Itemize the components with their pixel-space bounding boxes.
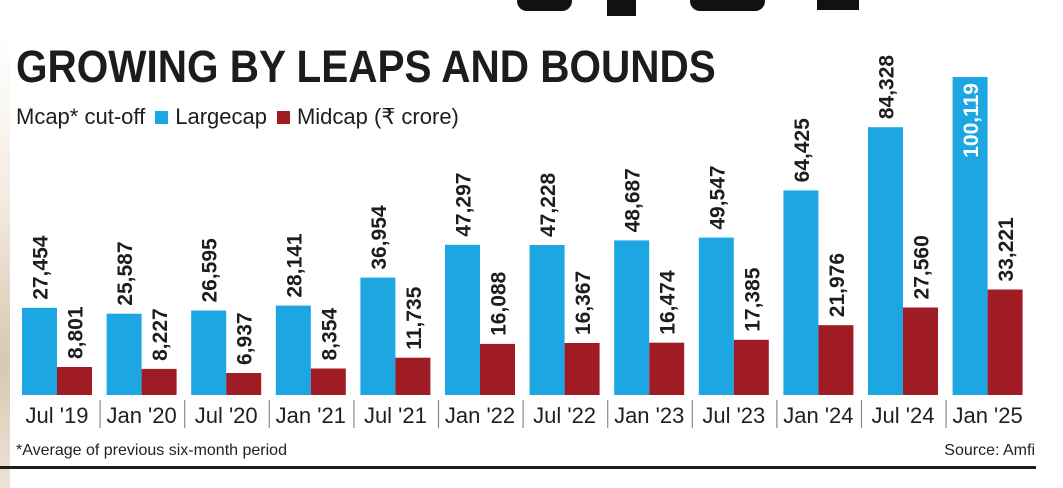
midcap-value-label: 11,735 xyxy=(403,286,426,349)
x-tick-label: Jul '20 xyxy=(195,403,258,428)
largecap-value-label: 64,425 xyxy=(791,118,814,183)
midcap-bar xyxy=(141,368,177,395)
largecap-value-label: 36,954 xyxy=(368,205,391,270)
x-tick-label: Jul '21 xyxy=(364,403,427,428)
x-tick-label: Jan '21 xyxy=(276,403,346,428)
midcap-bar xyxy=(649,342,685,395)
midcap-value-label: 17,385 xyxy=(741,267,764,332)
midcap-value-label: 16,367 xyxy=(572,271,595,335)
cropped-headline-glyph xyxy=(607,0,636,16)
midcap-value-label: 16,474 xyxy=(657,270,680,335)
legend-swatch-largecap xyxy=(155,110,169,124)
midcap-bar xyxy=(987,289,1023,395)
largecap-value-label: 27,454 xyxy=(30,235,53,300)
largecap-bar xyxy=(868,127,903,395)
legend-label-midcap: Midcap (₹ crore) xyxy=(296,104,459,129)
largecap-bar xyxy=(191,310,227,395)
largecap-value-label: 48,687 xyxy=(622,168,645,232)
legend-swatch-midcap xyxy=(276,110,290,124)
largecap-bar xyxy=(698,237,734,395)
largecap-bar xyxy=(952,77,988,395)
x-tick-label: Jul '22 xyxy=(533,403,596,428)
x-tick-label: Jan '25 xyxy=(952,403,1022,428)
midcap-value-label: 8,227 xyxy=(149,308,172,361)
largecap-bar xyxy=(360,277,396,395)
x-tick-label: Jan '22 xyxy=(445,403,515,428)
midcap-bar xyxy=(310,368,346,395)
x-tick-label: Jul '19 xyxy=(26,403,89,428)
largecap-bar xyxy=(275,305,311,395)
legend-label-largecap: Largecap xyxy=(175,104,267,129)
largecap-value-label: 100,119 xyxy=(960,83,983,158)
x-tick-label: Jul '24 xyxy=(872,403,935,428)
legend-item-largecap: Largecap xyxy=(155,106,267,128)
largecap-value-label: 47,228 xyxy=(537,172,560,237)
x-tick-label: Jan '23 xyxy=(614,403,684,428)
midcap-value-label: 8,801 xyxy=(65,306,88,359)
legend: Mcap* cut-off Largecap Midcap (₹ crore) xyxy=(16,103,459,131)
x-tick-label: Jul '23 xyxy=(702,403,765,428)
largecap-bar xyxy=(529,245,565,395)
background-photo-edge xyxy=(0,35,10,488)
midcap-bar xyxy=(57,367,92,395)
midcap-bar xyxy=(818,325,854,395)
largecap-value-label: 25,587 xyxy=(114,241,137,305)
midcap-value-label: 21,976 xyxy=(826,253,849,317)
largecap-bar xyxy=(22,307,57,395)
largecap-bar xyxy=(445,244,480,395)
largecap-value-label: 49,547 xyxy=(706,165,729,229)
x-tick-label: Jan '20 xyxy=(106,403,176,428)
midcap-value-label: 6,937 xyxy=(234,312,257,365)
largecap-value-label: 84,328 xyxy=(876,55,899,120)
midcap-value-label: 8,354 xyxy=(318,308,341,361)
midcap-value-label: 27,560 xyxy=(911,235,934,299)
x-tick-label: Jan '24 xyxy=(783,403,853,428)
chart-title: GROWING BY LEAPS AND BOUNDS xyxy=(16,41,716,92)
midcap-bar xyxy=(480,343,515,395)
largecap-bar xyxy=(783,190,819,395)
midcap-bar xyxy=(903,307,938,395)
footnote: *Average of previous six-month period xyxy=(16,442,287,459)
cropped-headline-glyph xyxy=(517,0,572,11)
midcap-bar xyxy=(395,357,431,395)
midcap-bar xyxy=(226,373,262,395)
bottom-rule xyxy=(0,466,1036,469)
midcap-value-label: 16,088 xyxy=(488,271,511,336)
largecap-value-label: 28,141 xyxy=(283,233,306,298)
cropped-headline-glyph xyxy=(817,0,859,10)
largecap-bar xyxy=(614,240,650,395)
cropped-headline-glyph xyxy=(690,0,765,11)
cropped-headline-strip xyxy=(0,0,1063,16)
source-note: Source: Amfi xyxy=(944,442,1035,459)
midcap-value-label: 33,221 xyxy=(995,217,1018,282)
largecap-bar xyxy=(106,313,142,395)
largecap-value-label: 47,297 xyxy=(453,173,476,237)
legend-item-midcap: Midcap (₹ crore) xyxy=(276,104,459,129)
legend-prefix: Mcap* cut-off xyxy=(16,104,146,129)
midcap-bar xyxy=(564,343,600,395)
midcap-bar xyxy=(733,339,769,395)
largecap-value-label: 26,595 xyxy=(199,238,222,303)
